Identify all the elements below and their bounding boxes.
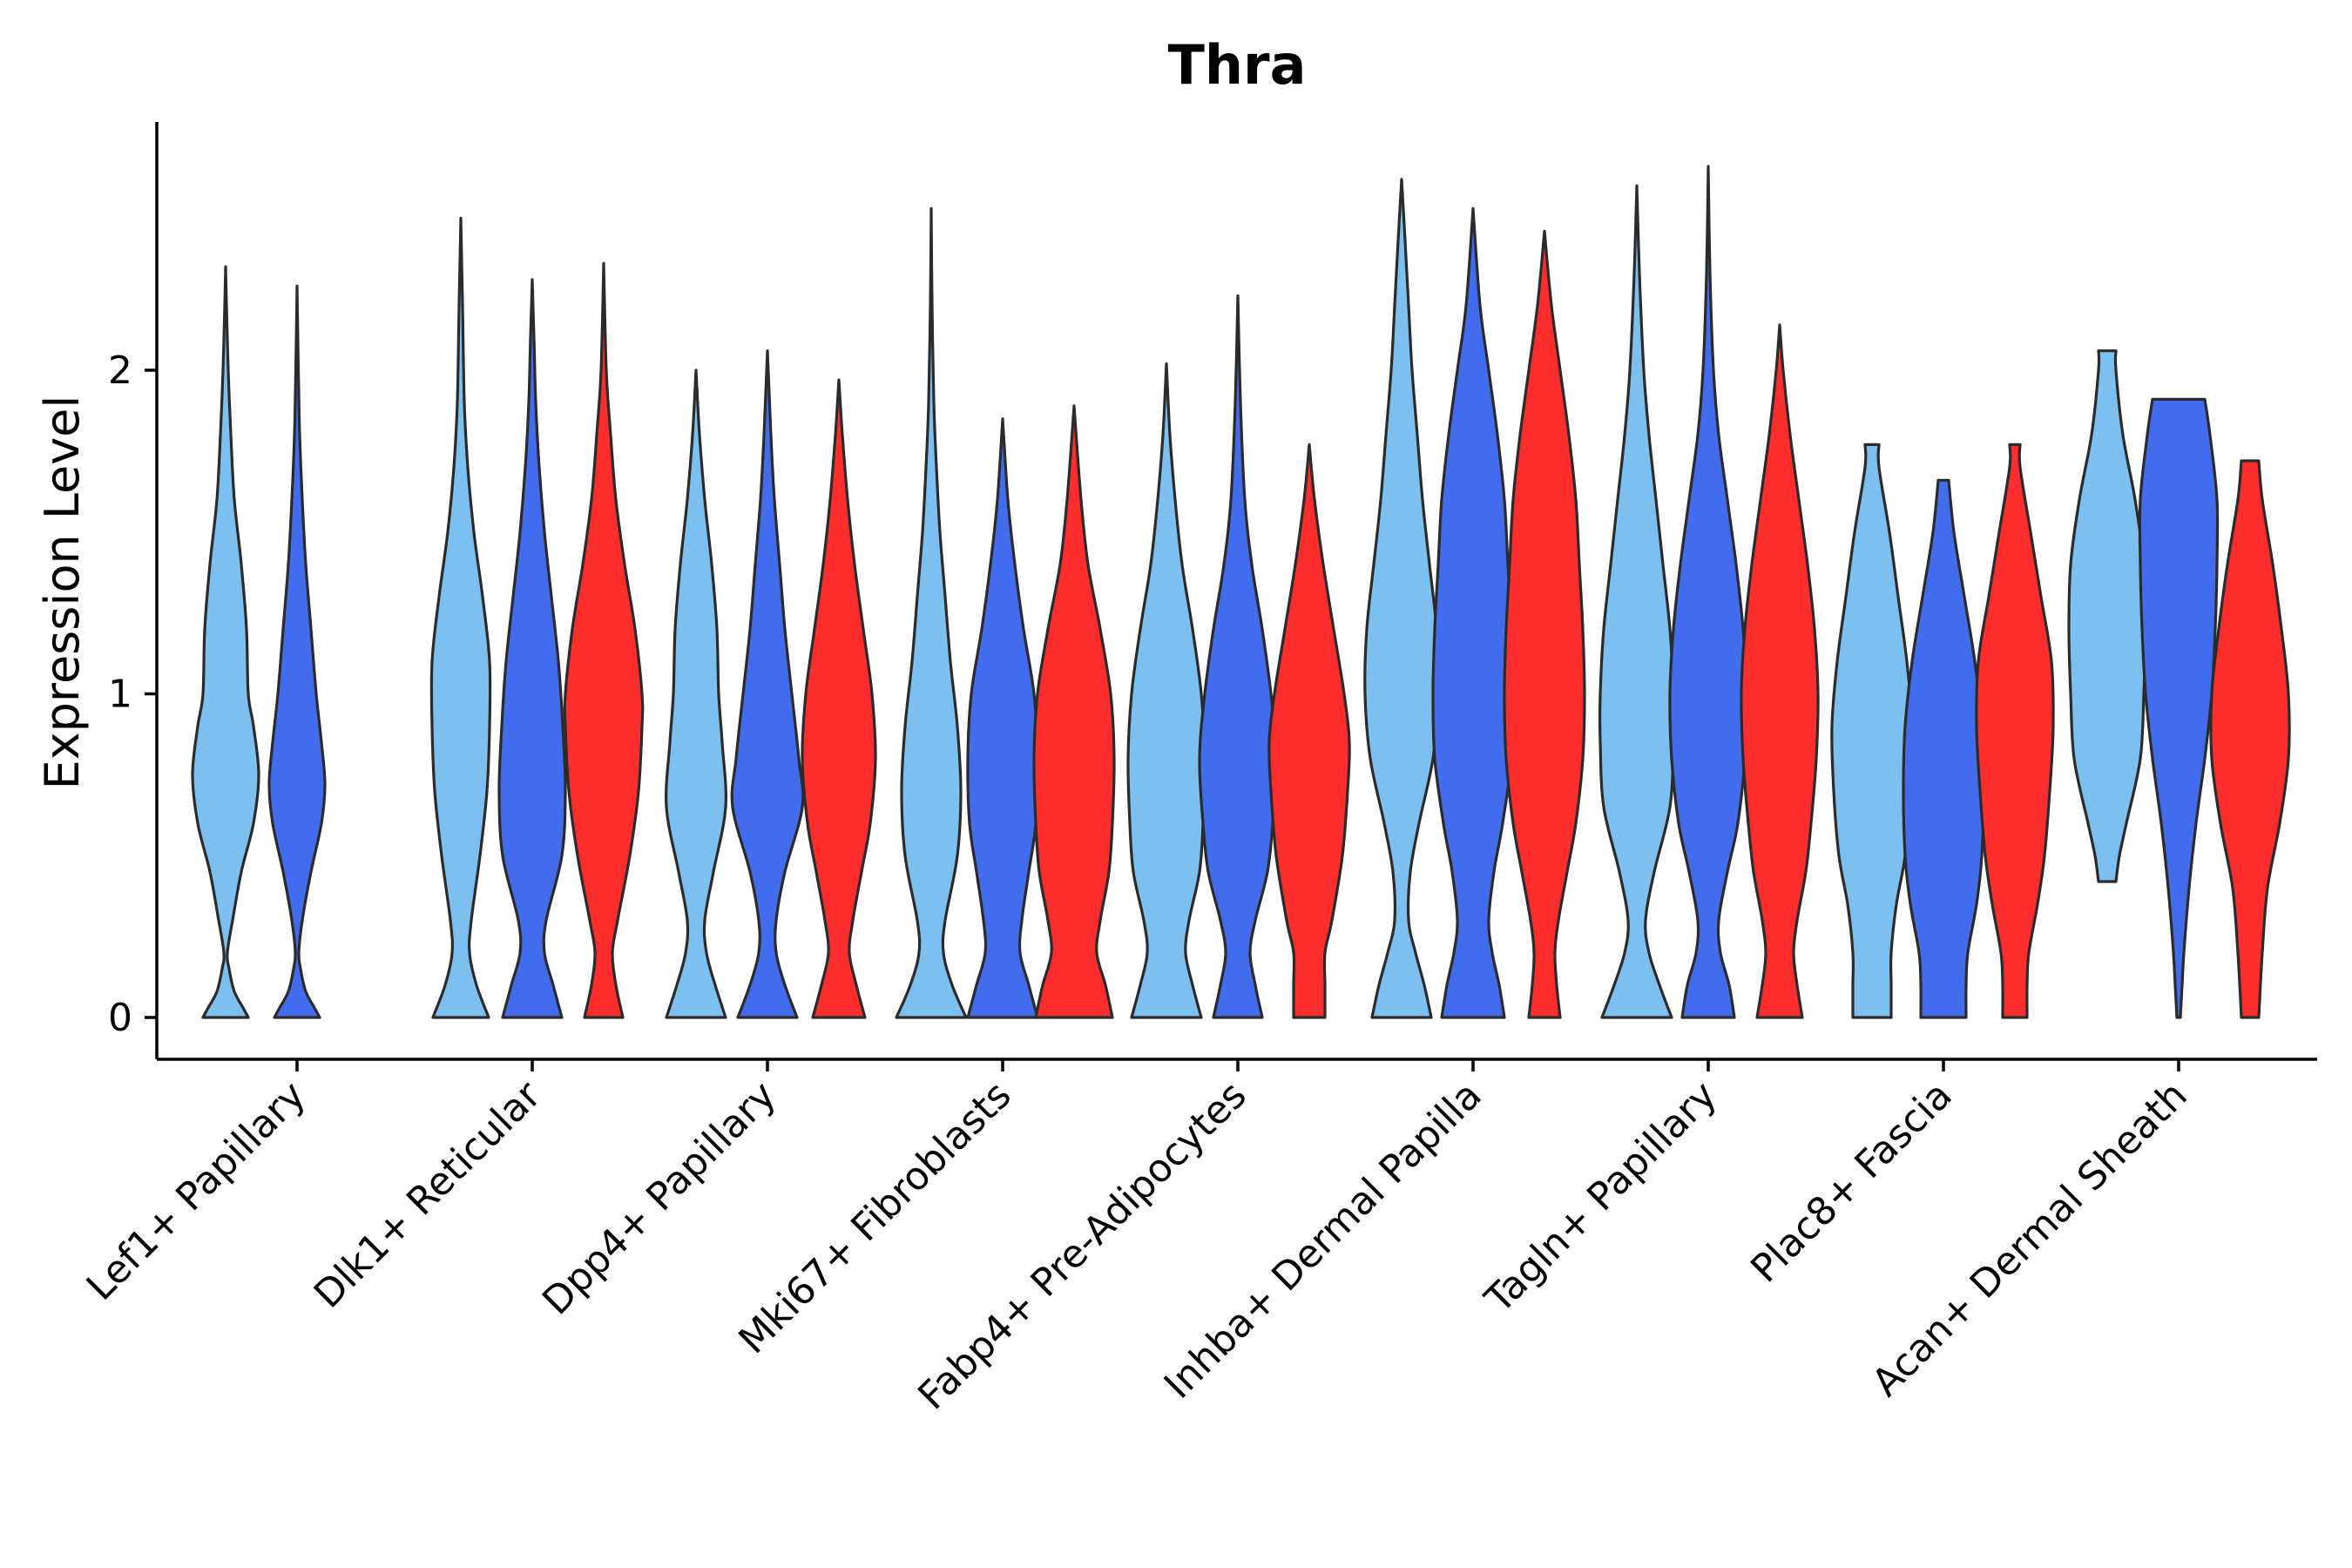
violin-3-1 bbox=[966, 417, 1039, 1019]
violin-2-2 bbox=[801, 378, 877, 1019]
violin-group bbox=[191, 165, 2291, 1019]
x-tick-label-6: Tagln+ Papillary bbox=[1477, 1073, 1726, 1322]
violin-5-2 bbox=[1503, 229, 1586, 1019]
x-tick-label-2: Dpp4+ Papillary bbox=[534, 1073, 785, 1324]
violin-2-1 bbox=[730, 349, 805, 1019]
y-axis-label: Expression Level bbox=[35, 395, 90, 790]
violin-6-0 bbox=[1598, 184, 1676, 1019]
violin-4-1 bbox=[1198, 294, 1278, 1019]
violin-4-0 bbox=[1126, 362, 1206, 1019]
violin-8-0 bbox=[2067, 349, 2147, 883]
y-tick-label-1: 1 bbox=[108, 672, 132, 717]
violin-7-1 bbox=[1902, 478, 1985, 1019]
violin-5-1 bbox=[1431, 206, 1515, 1019]
violin-6-1 bbox=[1668, 165, 1748, 1019]
violin-8-2 bbox=[2209, 459, 2291, 1019]
violin-0-1 bbox=[267, 284, 327, 1019]
violin-7-2 bbox=[1975, 443, 2055, 1019]
violin-3-2 bbox=[1032, 404, 1116, 1019]
violin-3-0 bbox=[895, 206, 968, 1019]
violin-5-0 bbox=[1363, 178, 1440, 1019]
x-tick-label-7: Plac8+ Fascia bbox=[1742, 1073, 1961, 1292]
violin-1-2 bbox=[563, 261, 645, 1019]
violin-2-0 bbox=[665, 368, 727, 1019]
y-tick-label-0: 0 bbox=[108, 996, 132, 1040]
chart-title: Thra bbox=[1168, 33, 1307, 97]
violin-7-0 bbox=[1830, 443, 1914, 1019]
violin-1-1 bbox=[497, 278, 567, 1019]
violin-4-2 bbox=[1267, 443, 1351, 1019]
x-tick-label-1: Dlk1+ Reticular bbox=[306, 1072, 551, 1317]
violin-1-0 bbox=[429, 216, 492, 1019]
y-tick-label-2: 2 bbox=[108, 348, 132, 393]
x-tick-label-0: Lef1+ Papillary bbox=[78, 1073, 314, 1309]
violin-0-0 bbox=[191, 265, 260, 1019]
violin-8-1 bbox=[2138, 397, 2220, 1019]
violin-6-2 bbox=[1740, 323, 1820, 1019]
